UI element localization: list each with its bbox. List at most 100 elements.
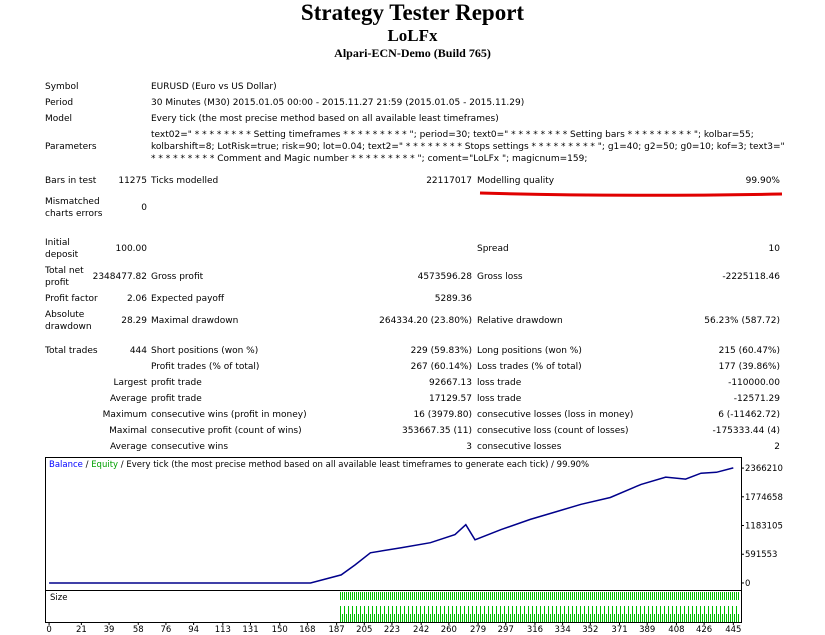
field-value: 353667.35 (11) [401,426,472,436]
x-tick-label: 242 [413,625,429,635]
field-value: -2225118.46 [722,272,780,282]
x-tick-label: 187 [328,625,344,635]
x-tick-label: 39 [104,625,115,635]
field-value: profit trade [151,394,202,404]
field-value: 177 (39.86%) [718,362,780,372]
x-tick-label: 371 [611,625,627,635]
x-tick-label: 445 [725,625,741,635]
field-value: -12571.29 [733,394,780,404]
x-tick-label: 168 [299,625,315,635]
field-value: 6 (-11462.72) [718,410,780,420]
x-tick-label: 223 [384,625,400,635]
field-value: 264334.20 (23.80%) [379,316,472,326]
x-tick-label: 334 [555,625,571,635]
field-value: text02=" * * * * * * * * Setting timefra… [151,130,785,164]
field-label: Average [110,442,147,452]
legend-balance: Balance [49,460,83,470]
field-value: 215 (60.47%) [718,346,780,356]
y-tick-label: 591553 [745,550,777,560]
field-value: consecutive losses (loss in money) [477,410,634,420]
field-label: Model [45,114,73,124]
legend-separator: / [118,460,126,470]
field-label: Absolute drawdown [45,310,92,332]
field-value: 11275 [118,176,147,186]
x-tick-label: 426 [696,625,712,635]
field-label: Mismatched charts errors [45,197,103,219]
field-value: Short positions (won %) [151,346,259,356]
field-value: profit trade [151,378,202,388]
field-value: 229 (59.83%) [410,346,472,356]
field-label: Parameters [45,142,97,152]
plot-frame [45,457,742,591]
field-value: 100.00 [115,244,148,254]
x-tick-label: 352 [582,625,598,635]
field-label: Symbol [45,82,79,92]
size-bars [340,592,740,622]
x-tick-label: 297 [498,625,514,635]
x-tick-label: 389 [639,625,655,635]
field-value: Long positions (won %) [477,346,582,356]
legend-quality: 99.90% [557,460,589,470]
legend-equity: Equity [91,460,118,470]
field-value: Every tick (the most precise method base… [151,114,499,124]
field-value: consecutive wins (profit in money) [151,410,307,420]
field-value: 17129.57 [429,394,472,404]
highlight-underline [479,191,783,197]
field-value: Loss trades (% of total) [477,362,582,372]
expert-name: LoLFx [387,26,438,45]
x-tick-label: 21 [76,625,87,635]
x-tick-label: 131 [242,625,258,635]
y-tick-label: 1774658 [745,493,783,503]
x-tick-label: 279 [470,625,486,635]
field-value: 56.23% (587.72) [704,316,780,326]
field-value: loss trade [477,394,522,404]
field-label: Average [110,394,147,404]
x-tick-label: 205 [356,625,372,635]
x-tick-label: 94 [188,625,199,635]
field-value: 99.90% [745,176,780,186]
y-tick-label: 1183105 [745,522,783,532]
field-value: 4573596.28 [417,272,472,282]
field-value: -110000.00 [728,378,780,388]
field-value: Gross profit [151,272,204,282]
field-value: Modelling quality [477,176,555,186]
field-value: EURUSD (Euro vs US Dollar) [151,82,277,92]
field-value: Ticks modelled [151,176,219,186]
field-label: Total trades [45,346,98,356]
x-tick-label: 150 [272,625,288,635]
field-value: consecutive wins [151,442,229,452]
field-value: 3 [466,442,472,452]
field-value: 2.06 [126,294,147,304]
field-value: 2 [774,442,780,452]
field-value: 10 [768,244,780,254]
field-value: 92667.13 [429,378,472,388]
field-label: Bars in test [45,176,97,186]
field-value: 22117017 [426,176,472,186]
legend-separator: / [548,460,556,470]
field-label: Initial deposit [45,238,79,260]
x-tick-label: 316 [527,625,543,635]
field-label: Period [45,98,74,108]
x-tick-label: 58 [133,625,144,635]
y-tick-label: 0 [745,579,750,589]
field-value: consecutive losses [477,442,562,452]
field-value: 30 Minutes (M30) 2015.01.05 00:00 - 2015… [151,98,525,108]
field-label: Total net profit [45,266,84,288]
field-value: 0 [141,203,147,213]
field-value: 28.29 [121,316,147,326]
report-title: Strategy Tester Report [300,0,525,25]
x-tick-label: 76 [161,625,172,635]
field-value: loss trade [477,378,522,388]
field-value: 267 (60.14%) [410,362,472,372]
x-tick-label: 408 [668,625,684,635]
legend-separator: / [83,460,91,470]
server-name: Alpari-ECN-Demo (Build 765) [334,46,491,60]
field-value: 2348477.82 [92,272,147,282]
field-value: Maximal drawdown [151,316,239,326]
field-value: 5289.36 [434,294,472,304]
field-value: Relative drawdown [477,316,563,326]
size-label: Size [50,593,67,603]
legend-description: Every tick (the most precise method base… [126,460,548,470]
